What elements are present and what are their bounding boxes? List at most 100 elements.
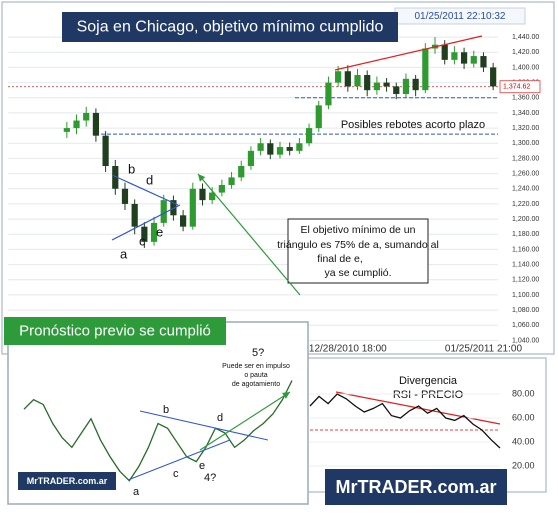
triangle-line — [139, 410, 269, 441]
candle-body — [373, 82, 380, 91]
timestamp: 01/25/2011 22:10:32 — [414, 11, 505, 22]
y-tick-label: 1,100.00 — [512, 292, 539, 299]
title-box — [62, 12, 398, 42]
inset-title: Pronóstico previo se cumplió — [19, 322, 211, 339]
x-tick-label: 12/28/2010 18:00 — [309, 344, 387, 355]
main-annotations: a b c d e Posibles rebotes acorto plazo … — [62, 12, 485, 284]
wave-label: 4? — [204, 472, 216, 484]
candle-body — [141, 226, 148, 242]
trend-line — [334, 35, 483, 71]
candle-body — [83, 112, 90, 121]
candle-body — [228, 177, 235, 185]
candle-body — [315, 105, 322, 129]
candle-body — [422, 48, 429, 91]
candle-body — [247, 150, 255, 167]
note-line: triángulo es 75% de a, sumando al — [277, 239, 439, 251]
inset-title-box — [4, 317, 226, 345]
candle-body — [150, 222, 158, 242]
triangle-line — [111, 174, 179, 206]
candle-body — [383, 82, 390, 87]
candle-body — [412, 78, 419, 91]
y-tick-label: 1,420.00 — [512, 49, 539, 56]
candle-body — [364, 75, 371, 91]
candle-body — [480, 56, 487, 68]
y-tick-label: 1,080.00 — [512, 307, 539, 314]
wave-label: d — [146, 172, 153, 187]
candle-body — [354, 75, 361, 87]
candle-body — [218, 184, 225, 193]
y-tick-label: 1,300.00 — [512, 140, 539, 147]
rsi-title: RSI - PRECIO — [393, 389, 464, 401]
wave-label: a — [133, 486, 140, 498]
candle-body — [451, 52, 458, 60]
candle-body — [460, 52, 468, 64]
wave-label: c — [139, 233, 146, 248]
y-tick-label: 1,340.00 — [512, 110, 539, 117]
candle-body — [305, 128, 313, 144]
candle-body — [325, 82, 332, 106]
candle-body — [286, 147, 293, 151]
y-tick-label: 1,400.00 — [512, 64, 539, 71]
y-tick-label: 1,200.00 — [512, 216, 539, 223]
candle-body — [121, 188, 129, 204]
candle-body — [267, 143, 274, 155]
divergence-line — [335, 391, 501, 425]
candle-body — [160, 200, 167, 223]
series-line — [23, 380, 293, 482]
arrow — [197, 173, 301, 296]
y-tick-label: 20.00 — [512, 460, 535, 470]
candle-body — [238, 166, 245, 178]
note-box — [287, 218, 429, 284]
inset-logo: MrTRADER.com.ar — [27, 476, 108, 486]
wave-label: b — [128, 161, 135, 176]
y-tick-label: 1,040.00 — [512, 337, 539, 344]
rsi-title: Divergencia — [399, 375, 458, 387]
y-tick-label: 1,280.00 — [512, 155, 539, 162]
wave-label: b — [163, 404, 169, 416]
candle-body — [393, 86, 400, 94]
y-tick-label: 1,120.00 — [512, 277, 539, 284]
candle-body — [209, 192, 216, 201]
wave-label: e — [199, 460, 205, 472]
y-tick-label: 1,180.00 — [512, 231, 539, 238]
wave-label: 5? — [252, 347, 264, 359]
inset-marks — [23, 380, 293, 482]
wave-label: a — [120, 246, 128, 261]
last-price-box — [499, 80, 541, 94]
y-tick-label: 1,320.00 — [512, 125, 539, 132]
y-tick-label: 40.00 — [512, 436, 535, 446]
y-tick-label: 80.00 — [512, 388, 535, 398]
candle-body — [112, 166, 119, 189]
x-tick-label: 01/25/2011 21:00 — [445, 344, 523, 355]
y-tick-label: 1,220.00 — [512, 201, 539, 208]
triangle-line — [127, 439, 231, 481]
candle-body — [344, 71, 351, 87]
y-tick-label: 1,160.00 — [512, 246, 539, 253]
brand-logo: MrTRADER.com.ar — [335, 477, 496, 497]
series-line — [309, 393, 501, 449]
y-tick-label: 60.00 — [512, 412, 535, 422]
note-line: ya se cumplió. — [324, 267, 391, 279]
triangle-line — [111, 204, 181, 241]
wave-label: c — [173, 468, 179, 480]
candle-body — [257, 143, 264, 151]
candle-body — [73, 120, 80, 129]
candle-body — [296, 143, 303, 151]
arrow — [199, 391, 291, 451]
y-tick-label: 1,240.00 — [512, 186, 539, 193]
inset-note: de agotamiento — [232, 381, 280, 388]
y-tick-label: 1,440.00 — [512, 34, 539, 41]
y-tick-label: 1,060.00 — [512, 322, 539, 329]
candle-body — [470, 56, 477, 64]
inset-logo-box — [18, 472, 116, 490]
candle-body — [92, 112, 100, 136]
y-tick-label: 1,260.00 — [512, 170, 539, 177]
candle-body — [335, 71, 342, 83]
candle-body — [402, 78, 410, 94]
last-price-label: 1,374.62 — [503, 84, 530, 91]
candle-body — [199, 188, 206, 201]
overlay: MrTRADER.com.ar — [197, 173, 507, 505]
wave-label: e — [156, 224, 163, 239]
candle-body — [131, 203, 138, 227]
inset-note: Puede ser en impulso — [222, 363, 290, 370]
